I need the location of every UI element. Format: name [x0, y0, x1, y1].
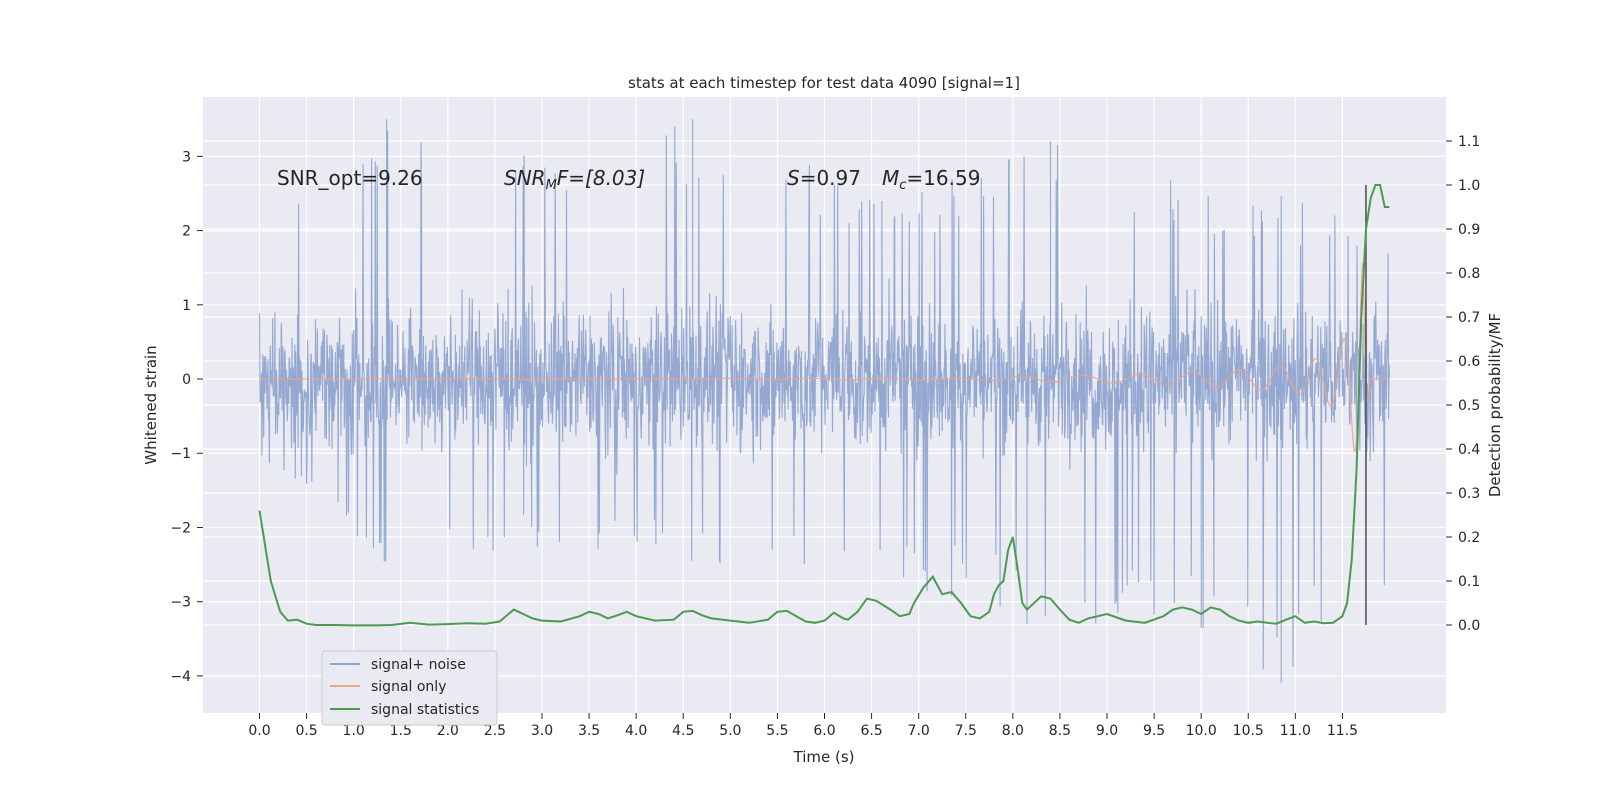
y-tick-label: −4 — [170, 669, 191, 685]
x-tick-label: 6.0 — [813, 723, 835, 739]
y2-tick-label: 0.8 — [1458, 266, 1480, 282]
y2-tick-label: 0.3 — [1458, 486, 1480, 502]
x-tick-label: 9.0 — [1096, 723, 1118, 739]
y2-axis-label: Detection probability/MF — [1486, 313, 1504, 497]
y2-tick-label: 0.5 — [1458, 398, 1480, 414]
y2-tick-label: 0.7 — [1458, 310, 1480, 326]
y-tick-label: −1 — [170, 446, 191, 462]
x-tick-label: 9.5 — [1143, 723, 1165, 739]
x-tick-label: 11.5 — [1327, 723, 1358, 739]
y2-tick-label: 0.6 — [1458, 354, 1480, 370]
y-tick-label: −2 — [170, 520, 191, 536]
x-tick-label: 1.0 — [343, 723, 365, 739]
x-tick-label: 3.0 — [531, 723, 553, 739]
legend-label-signal-only: signal only — [371, 679, 446, 695]
chart-title: stats at each timestep for test data 409… — [628, 74, 1020, 92]
snr-opt-annotation: SNR_opt=9.26 — [277, 166, 423, 190]
signal-noise-line — [258, 119, 1391, 684]
y2-tick-label: 1.1 — [1458, 134, 1480, 150]
y2-tick-label: 0.2 — [1458, 530, 1480, 546]
legend-label-signal-noise: signal+ noise — [371, 657, 466, 673]
x-tick-label: 7.0 — [908, 723, 930, 739]
y2-tick-labels: 1.1 1.0 0.9 0.8 0.7 0.6 0.5 0.4 0.3 0.2 0.1 0.0 — [1446, 134, 1480, 634]
x-tick-label: 10.0 — [1186, 723, 1217, 739]
x-tick-label: 7.5 — [955, 723, 977, 739]
x-tick-label: 10.5 — [1233, 723, 1264, 739]
snr-mf-annotation: SNRMF=[8.03] — [504, 166, 645, 193]
x-tick-label: 3.5 — [578, 723, 600, 739]
legend-box — [321, 650, 498, 726]
x-tick-label: 2.0 — [437, 723, 459, 739]
x-tick-labels: 0.0 0.5 1.0 1.5 2.0 2.5 3.0 3.5 4.0 4.5 5.0 5.5 6.0 6… — [248, 713, 1358, 739]
x-tick-label: 1.5 — [390, 723, 412, 739]
x-tick-label: 4.0 — [625, 723, 647, 739]
x-tick-label: 5.0 — [719, 723, 741, 739]
y-tick-label: 1 — [182, 298, 191, 314]
x-tick-label: 5.5 — [766, 723, 788, 739]
y2-tick-label: 0.0 — [1458, 618, 1480, 634]
x-tick-label: 8.0 — [1002, 723, 1024, 739]
x-tick-label: 4.5 — [672, 723, 694, 739]
y-tick-labels: 3 2 1 0 −1 −2 −3 −4 — [170, 149, 203, 685]
x-tick-label: 8.5 — [1049, 723, 1071, 739]
legend-label-signal-statistics: signal statistics — [371, 702, 479, 718]
y-axis-label: Whitened strain — [142, 345, 160, 464]
x-tick-label: 11.0 — [1280, 723, 1311, 739]
y2-tick-label: 1.0 — [1458, 178, 1480, 194]
y-tick-label: −3 — [170, 595, 191, 611]
y2-tick-label: 0.1 — [1458, 574, 1480, 590]
y-tick-label: 2 — [182, 224, 191, 240]
x-tick-label: 0.5 — [295, 723, 317, 739]
mc-annotation: Mc=16.59 — [882, 166, 980, 193]
signal-only-line — [259, 262, 1390, 453]
x-tick-label: 2.5 — [484, 723, 506, 739]
signal-only-series — [259, 262, 1390, 453]
x-axis-label: Time (s) — [793, 748, 855, 766]
y-tick-label: 3 — [182, 149, 191, 165]
y2-tick-label: 0.9 — [1458, 222, 1480, 238]
signal-statistics-line — [258, 184, 1390, 627]
y2-tick-label: 0.4 — [1458, 442, 1480, 458]
legend: signal+ noise signal only signal statist… — [321, 650, 498, 726]
signal-statistics-series — [258, 184, 1390, 627]
y-tick-label: 0 — [182, 372, 191, 388]
signal-noise-series — [258, 119, 1391, 684]
s-annotation: S=0.97 — [787, 166, 861, 190]
x-tick-label: 6.5 — [860, 723, 882, 739]
x-tick-label: 0.0 — [248, 723, 270, 739]
